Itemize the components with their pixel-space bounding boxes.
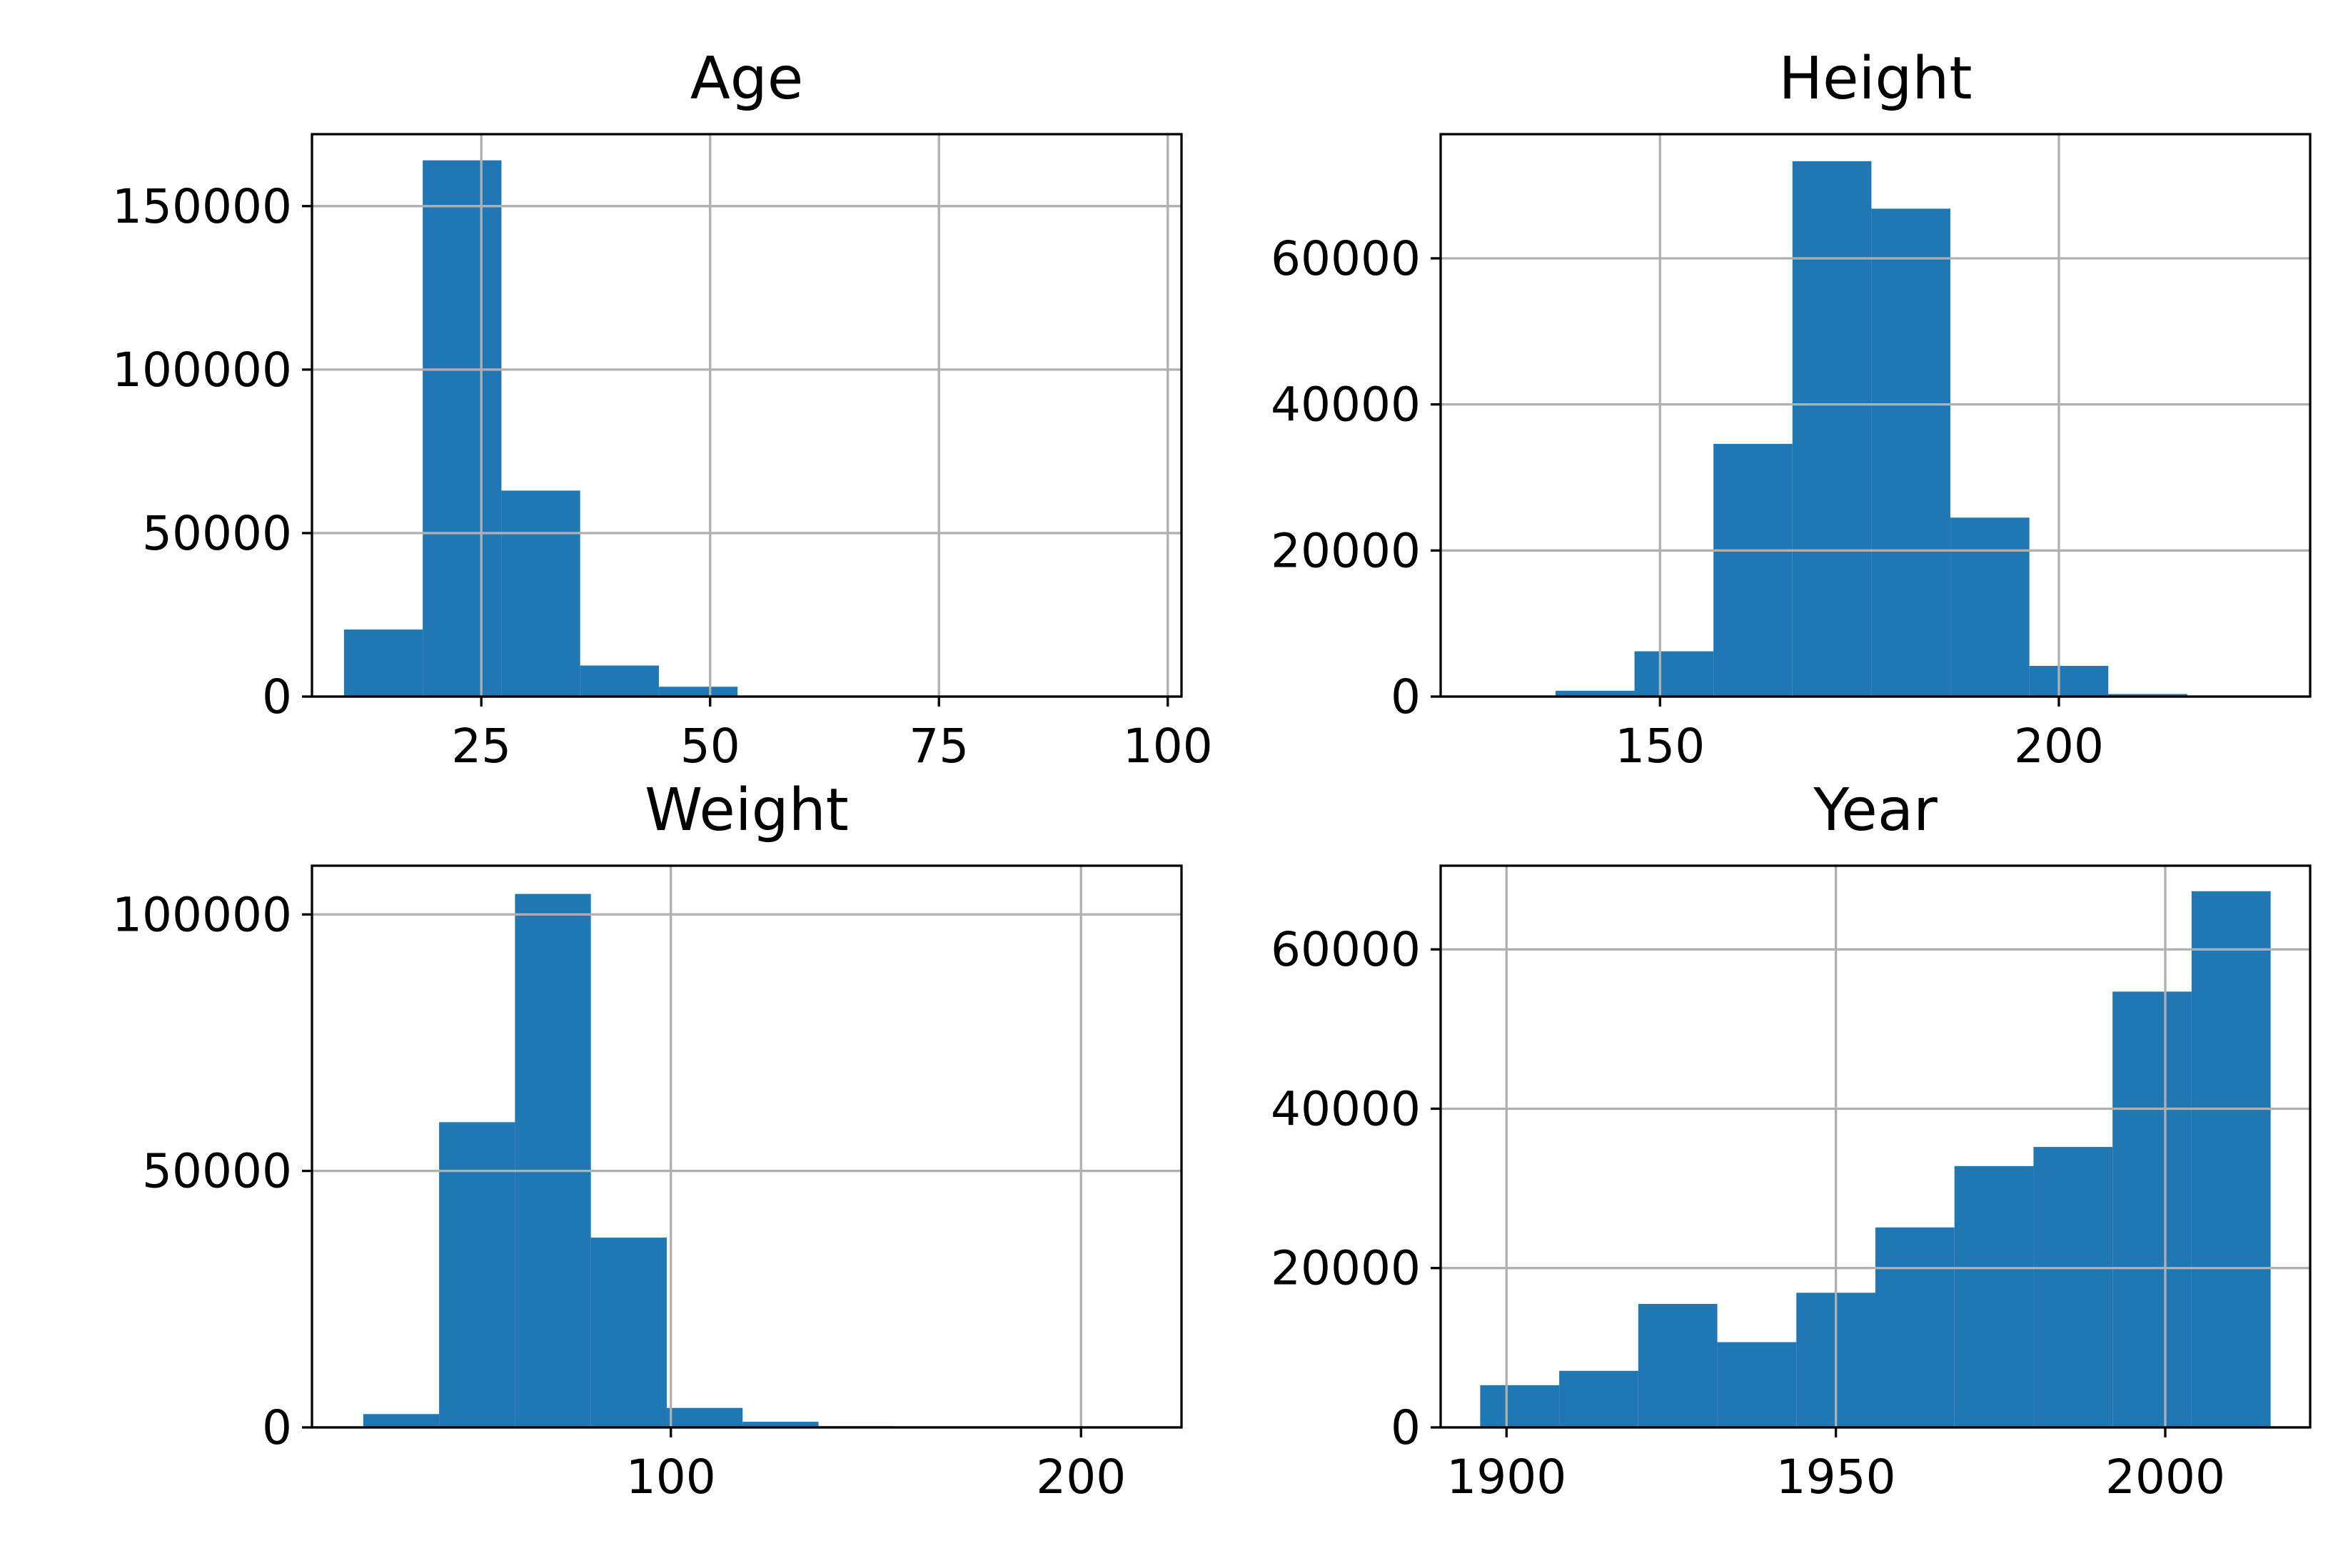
histogram-bar-weight-5 [742, 1422, 819, 1427]
y-tick-label-height: 0 [1391, 669, 1421, 724]
histogram-bar-year-2 [1638, 1303, 1718, 1427]
y-tick-label-year: 0 [1391, 1400, 1421, 1455]
histogram-bar-year-5 [1875, 1227, 1955, 1427]
histogram-bar-year-9 [2191, 891, 2271, 1427]
histogram-bar-height-4 [1792, 161, 1872, 697]
y-tick-label-age: 0 [262, 669, 292, 724]
x-tick-label-year: 1950 [1776, 1450, 1896, 1504]
histogram-bar-weight-2 [515, 894, 591, 1427]
x-tick-label-height: 200 [2014, 719, 2104, 774]
y-tick-label-age: 150000 [112, 179, 292, 234]
histogram-bar-height-5 [1871, 208, 1951, 697]
y-tick-label-height: 40000 [1271, 378, 1421, 433]
histogram-bar-age-3 [580, 665, 659, 697]
x-tick-label-age: 100 [1123, 719, 1213, 774]
y-tick-label-weight: 0 [262, 1400, 292, 1455]
histogram-bar-height-7 [2029, 666, 2109, 697]
y-tick-label-age: 100000 [112, 343, 292, 398]
histogram-bar-year-7 [2033, 1147, 2113, 1427]
histogram-bar-year-0 [1480, 1385, 1560, 1427]
x-tick-label-age: 50 [680, 719, 740, 774]
histogram-bar-year-1 [1559, 1370, 1638, 1427]
panel-weight: 100 200 0 50000 100000 Weight [112, 777, 1183, 1504]
histogram-bar-year-8 [2112, 991, 2192, 1427]
chart-title-weight: Weight [645, 777, 849, 844]
histogram-bar-height-6 [1950, 517, 2030, 697]
chart-title-height: Height [1778, 45, 1972, 113]
axes-frame-height [1439, 133, 2312, 698]
axes-frame-year [1439, 864, 2312, 1429]
y-tick-label-height: 60000 [1271, 231, 1421, 286]
panel-age: 25 50 75 100 0 50000 100000 150000 Age [112, 45, 1213, 774]
histogram-bar-height-3 [1713, 443, 1793, 697]
x-tick-label-age: 75 [909, 719, 969, 774]
x-tick-label-year: 2000 [2105, 1450, 2225, 1504]
histogram-bar-height-8 [2108, 694, 2187, 697]
axes-frame-weight [311, 864, 1183, 1429]
y-tick-label-height: 20000 [1271, 523, 1421, 578]
y-tick-label-year: 20000 [1271, 1241, 1421, 1296]
y-tick-label-year: 60000 [1271, 922, 1421, 977]
chart-title-year: Year [1813, 777, 1938, 844]
panel-height: 150 200 0 20000 40000 60000 Height [1271, 45, 2312, 774]
histogram-bar-weight-4 [666, 1407, 743, 1427]
x-tick-label-age: 25 [451, 719, 511, 774]
histogram-bar-weight-1 [439, 1122, 515, 1427]
y-tick-label-year: 40000 [1271, 1081, 1421, 1136]
x-tick-label-weight: 200 [1036, 1450, 1126, 1504]
x-tick-label-weight: 100 [626, 1450, 716, 1504]
chart-title-age: Age [690, 45, 804, 113]
histogram-bar-year-6 [1954, 1165, 2034, 1427]
histogram-bar-age-4 [658, 687, 738, 697]
y-tick-label-weight: 50000 [142, 1144, 292, 1199]
x-tick-label-height: 150 [1615, 719, 1705, 774]
histogram-bar-weight-3 [590, 1238, 667, 1427]
histogram-bar-height-2 [1634, 651, 1714, 697]
histogram-bar-age-0 [343, 629, 423, 697]
histogram-bar-weight-0 [363, 1414, 440, 1427]
histogram-bar-year-3 [1717, 1342, 1797, 1427]
histogram-bar-age-1 [423, 160, 502, 697]
y-tick-label-age: 50000 [142, 506, 292, 561]
y-tick-label-weight: 100000 [112, 887, 292, 942]
histogram-bar-age-2 [501, 490, 580, 697]
axes-frame-age [311, 133, 1183, 698]
x-tick-label-year: 1900 [1446, 1450, 1566, 1504]
histogram-bar-height-1 [1555, 690, 1635, 697]
